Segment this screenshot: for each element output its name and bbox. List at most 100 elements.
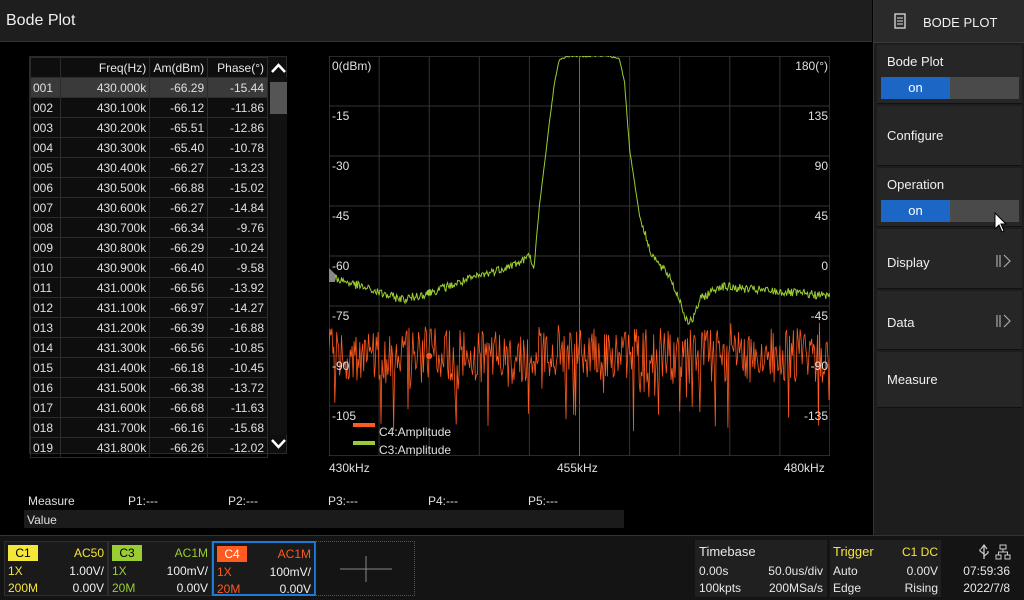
row-index: 001 [30, 77, 61, 98]
row-frequency: 430.600k [59, 197, 151, 218]
x-tick-label-center: 455kHz [557, 461, 598, 475]
plus-icon [340, 556, 392, 582]
row-index: 012 [30, 297, 61, 318]
bode-plot-chart[interactable]: 0(dBm) -15 -30 -45 -60 -75 -90 -105 180(°) 135 90 4… [329, 56, 830, 456]
y-left-tick-label: -90 [332, 359, 350, 373]
table-row[interactable]: 018 431.700k -66.16 -15.68 [30, 417, 268, 438]
channel-c3-coupling: AC1M [174, 546, 208, 560]
channel-c4-box[interactable]: C4 AC1M 1X 100mV/ 20M 0.00V [212, 541, 316, 596]
row-amplitude: -66.68 [149, 397, 209, 418]
operation-label: Operation [887, 177, 945, 192]
y-left-tick-label: -60 [332, 259, 350, 273]
table-row[interactable]: 005 430.400k -66.27 -13.23 [30, 157, 268, 178]
trigger-source: C1 DC [901, 545, 938, 559]
channel-c4-bandwidth: 20M [217, 582, 241, 596]
y-left-tick-label: -15 [332, 109, 350, 123]
table-row[interactable]: 006 430.500k -66.88 -15.02 [30, 177, 268, 198]
chevron-up-icon [271, 63, 286, 73]
row-index: 007 [30, 197, 61, 218]
table-row[interactable]: 011 431.000k -66.56 -13.92 [30, 277, 268, 298]
table-row[interactable]: 010 430.900k -66.40 -9.58 [30, 257, 268, 278]
document-icon [894, 13, 906, 29]
scrollbar-thumb[interactable] [270, 82, 287, 114]
y-right-tick-label: 180(°) [795, 59, 828, 73]
scroll-down-button[interactable] [270, 435, 287, 453]
table-row[interactable]: 007 430.600k -66.27 -14.84 [30, 197, 268, 218]
header-freq: Freq(Hz) [59, 57, 151, 78]
channel-c4-coupling: AC1M [277, 547, 311, 561]
x-tick-label-end: 480kHz [784, 461, 825, 475]
operation-toggle[interactable]: on [881, 200, 1019, 222]
table-row[interactable]: 019 431.800k -66.26 -12.02 [30, 437, 268, 458]
table-row[interactable]: 016 431.500k -66.38 -13.72 [30, 377, 268, 398]
table-row[interactable]: 004 430.300k -65.40 -10.78 [30, 137, 268, 158]
row-amplitude: -66.27 [149, 157, 209, 178]
row-amplitude: -66.27 [149, 197, 209, 218]
row-phase: -15.68 [207, 417, 268, 438]
bode-plot-toggle-on: on [881, 77, 950, 99]
table-row[interactable]: 015 431.400k -66.18 -10.45 [30, 357, 268, 378]
row-index: 017 [30, 397, 61, 418]
table-row[interactable]: 014 431.300k -66.56 -10.85 [30, 337, 268, 358]
submenu-arrow-icon [996, 314, 1011, 328]
table-row[interactable]: 002 430.100k -66.12 -11.86 [30, 97, 268, 118]
row-index: 004 [30, 137, 61, 158]
menu-item-configure[interactable]: Configure [877, 106, 1022, 166]
data-label: Data [887, 315, 915, 330]
channel-c1-box[interactable]: C1 AC50 1X 1.00V/ 200M 0.00V [4, 541, 108, 596]
row-index: 009 [30, 237, 61, 258]
row-phase: -10.85 [207, 337, 268, 358]
row-index: 016 [30, 377, 61, 398]
menu-item-measure[interactable]: Measure [877, 352, 1022, 408]
y-left-tick-label: -105 [332, 409, 356, 423]
scroll-up-button[interactable] [270, 59, 287, 77]
row-phase: -10.45 [207, 357, 268, 378]
scrollbar[interactable] [270, 77, 287, 435]
table-row[interactable]: 012 431.100k -66.97 -14.27 [30, 297, 268, 318]
reference-level-icon [329, 268, 335, 282]
timebase-box[interactable]: Timebase 0.00s 50.0us/div 100kpts 200MSa… [695, 540, 827, 597]
table-row[interactable]: 017 431.600k -66.68 -11.63 [30, 397, 268, 418]
measure-p2: P2:--- [228, 494, 258, 508]
channel-c1-bandwidth: 200M [8, 581, 39, 595]
row-frequency: 430.000k [59, 77, 151, 98]
table-row[interactable]: 009 430.800k -66.29 -10.24 [30, 237, 268, 258]
row-index: 014 [30, 337, 61, 358]
row-index: 002 [30, 97, 61, 118]
trigger-box[interactable]: Trigger C1 DC Auto 0.00V Edge Rising [830, 540, 941, 597]
measure-label: Measure [28, 494, 75, 508]
table-header-row: Freq(Hz) Am(dBm) Phase(°) [30, 57, 268, 78]
channel-c3-offset: 0.00V [176, 581, 208, 595]
row-amplitude: -66.26 [149, 437, 209, 458]
bode-plot-toggle[interactable]: on [881, 77, 1019, 99]
menu-header[interactable]: BODE PLOT [874, 0, 1024, 43]
table-row[interactable]: 008 430.700k -66.34 -9.76 [30, 217, 268, 238]
row-phase: -9.58 [207, 257, 268, 278]
row-phase: -16.88 [207, 317, 268, 338]
menu-item-bode-plot[interactable]: Bode Plot on [877, 45, 1022, 104]
operation-toggle-on: on [881, 200, 950, 222]
display-label: Display [887, 255, 930, 270]
table-row[interactable]: 003 430.200k -65.51 -12.86 [30, 117, 268, 138]
submenu-arrow-icon [996, 254, 1011, 268]
channel-c3-probe: 1X [112, 564, 127, 578]
add-channel-button[interactable] [315, 541, 415, 596]
y-left-tick-label: 0(dBm) [332, 59, 371, 73]
table-row[interactable]: 001 430.000k -66.29 -15.44 [30, 77, 268, 98]
table-row[interactable]: 013 431.200k -66.39 -16.88 [30, 317, 268, 338]
row-amplitude: -66.34 [149, 217, 209, 238]
measure-p3: P3:--- [328, 494, 358, 508]
row-phase: -12.02 [207, 437, 268, 458]
menu-item-display[interactable]: Display [877, 229, 1022, 289]
row-frequency: 431.000k [59, 277, 151, 298]
channel-c4-scale: 100mV/ [269, 565, 311, 579]
channel-c3-box[interactable]: C3 AC1M 1X 100mV/ 20M 0.00V [108, 541, 212, 596]
trigger-label: Trigger [833, 544, 874, 559]
row-frequency: 431.800k [59, 437, 151, 458]
row-frequency: 430.100k [59, 97, 151, 118]
channel-c3-scale: 100mV/ [166, 564, 208, 578]
menu-item-data[interactable]: Data [877, 291, 1022, 350]
y-right-tick-label: -90 [811, 359, 829, 373]
row-phase: -9.76 [207, 217, 268, 238]
channel-c4-probe: 1X [217, 565, 232, 579]
